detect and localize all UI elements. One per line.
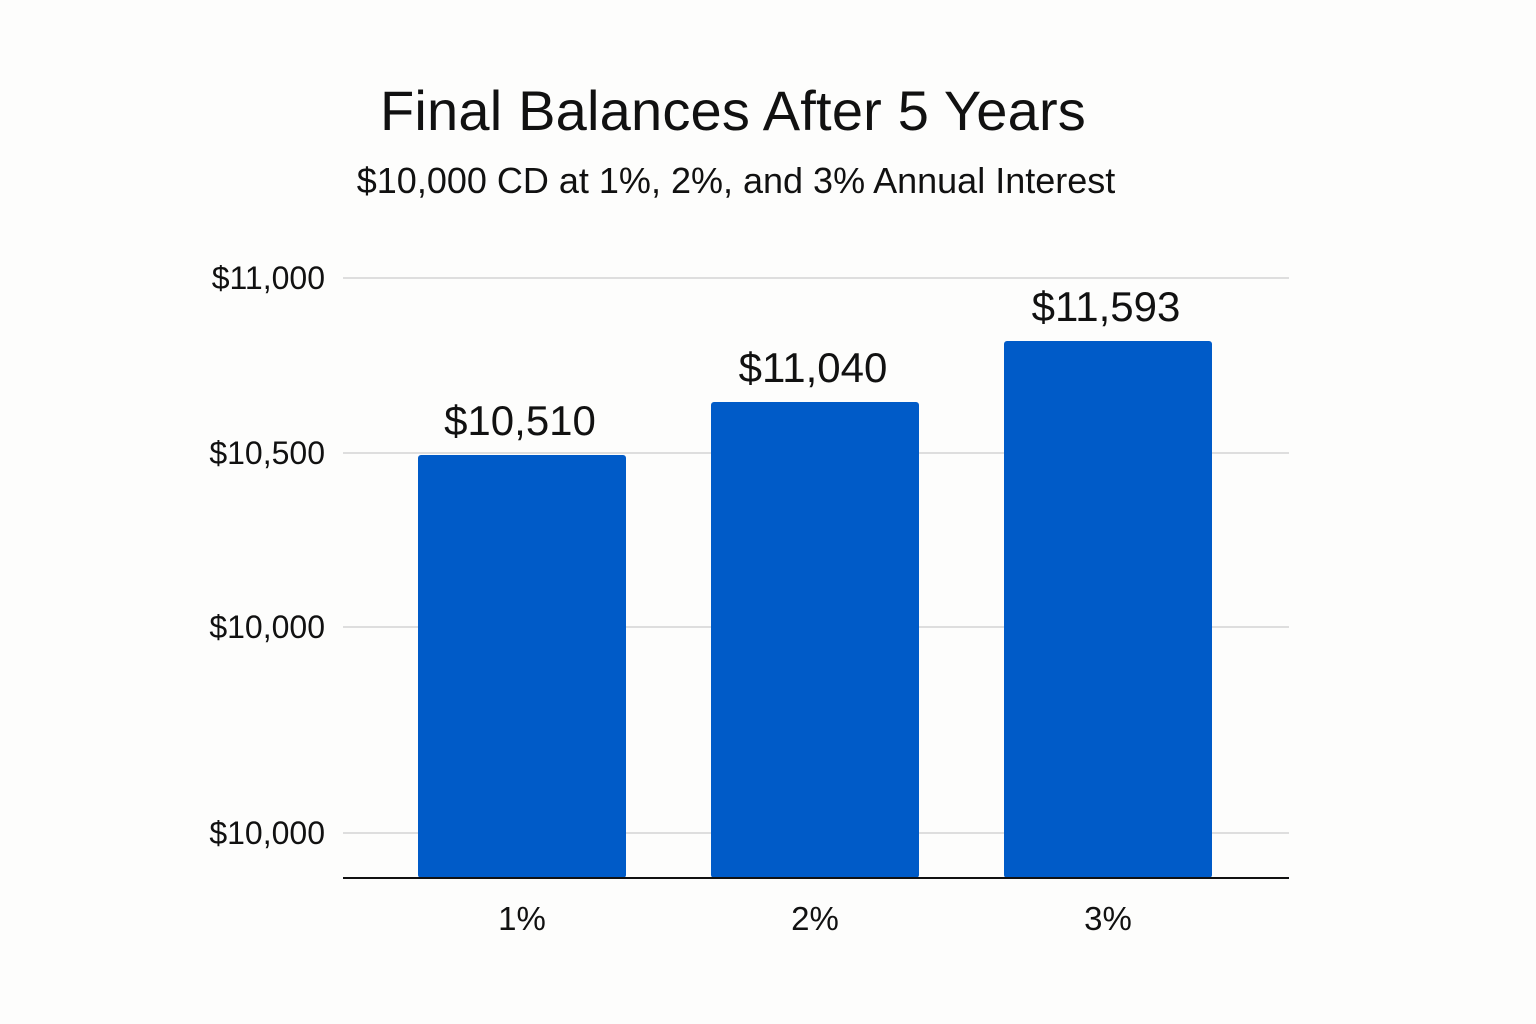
- chart-title: Final Balances After 5 Years: [379, 79, 1087, 142]
- chart-subtitle: $10,000 CD at 1%, 2%, and 3% Annual Inte…: [356, 160, 1116, 201]
- x-tick-label: 3%: [1084, 900, 1132, 937]
- y-tick-label: $10,500: [209, 435, 325, 471]
- y-tick-labels: $11,000 $10,500 $10,000 $10,000: [209, 260, 325, 851]
- bars: [418, 341, 1212, 878]
- data-label: $11,040: [739, 344, 888, 391]
- x-tick-label: 2%: [791, 900, 839, 937]
- x-tick-label: 1%: [498, 900, 546, 937]
- y-tick-label: $10,000: [209, 815, 325, 851]
- category-labels: 1% 2% 3%: [498, 900, 1132, 937]
- bar-1pct: [418, 455, 626, 878]
- data-label: $11,593: [1032, 283, 1181, 330]
- bar-3pct: [1004, 341, 1212, 878]
- y-tick-label: $11,000: [212, 260, 325, 296]
- data-label: $10,510: [444, 397, 596, 444]
- y-tick-label: $10,000: [209, 609, 325, 645]
- bar-2pct: [711, 402, 919, 878]
- data-labels: $10,510 $11,040 $11,593: [444, 283, 1180, 444]
